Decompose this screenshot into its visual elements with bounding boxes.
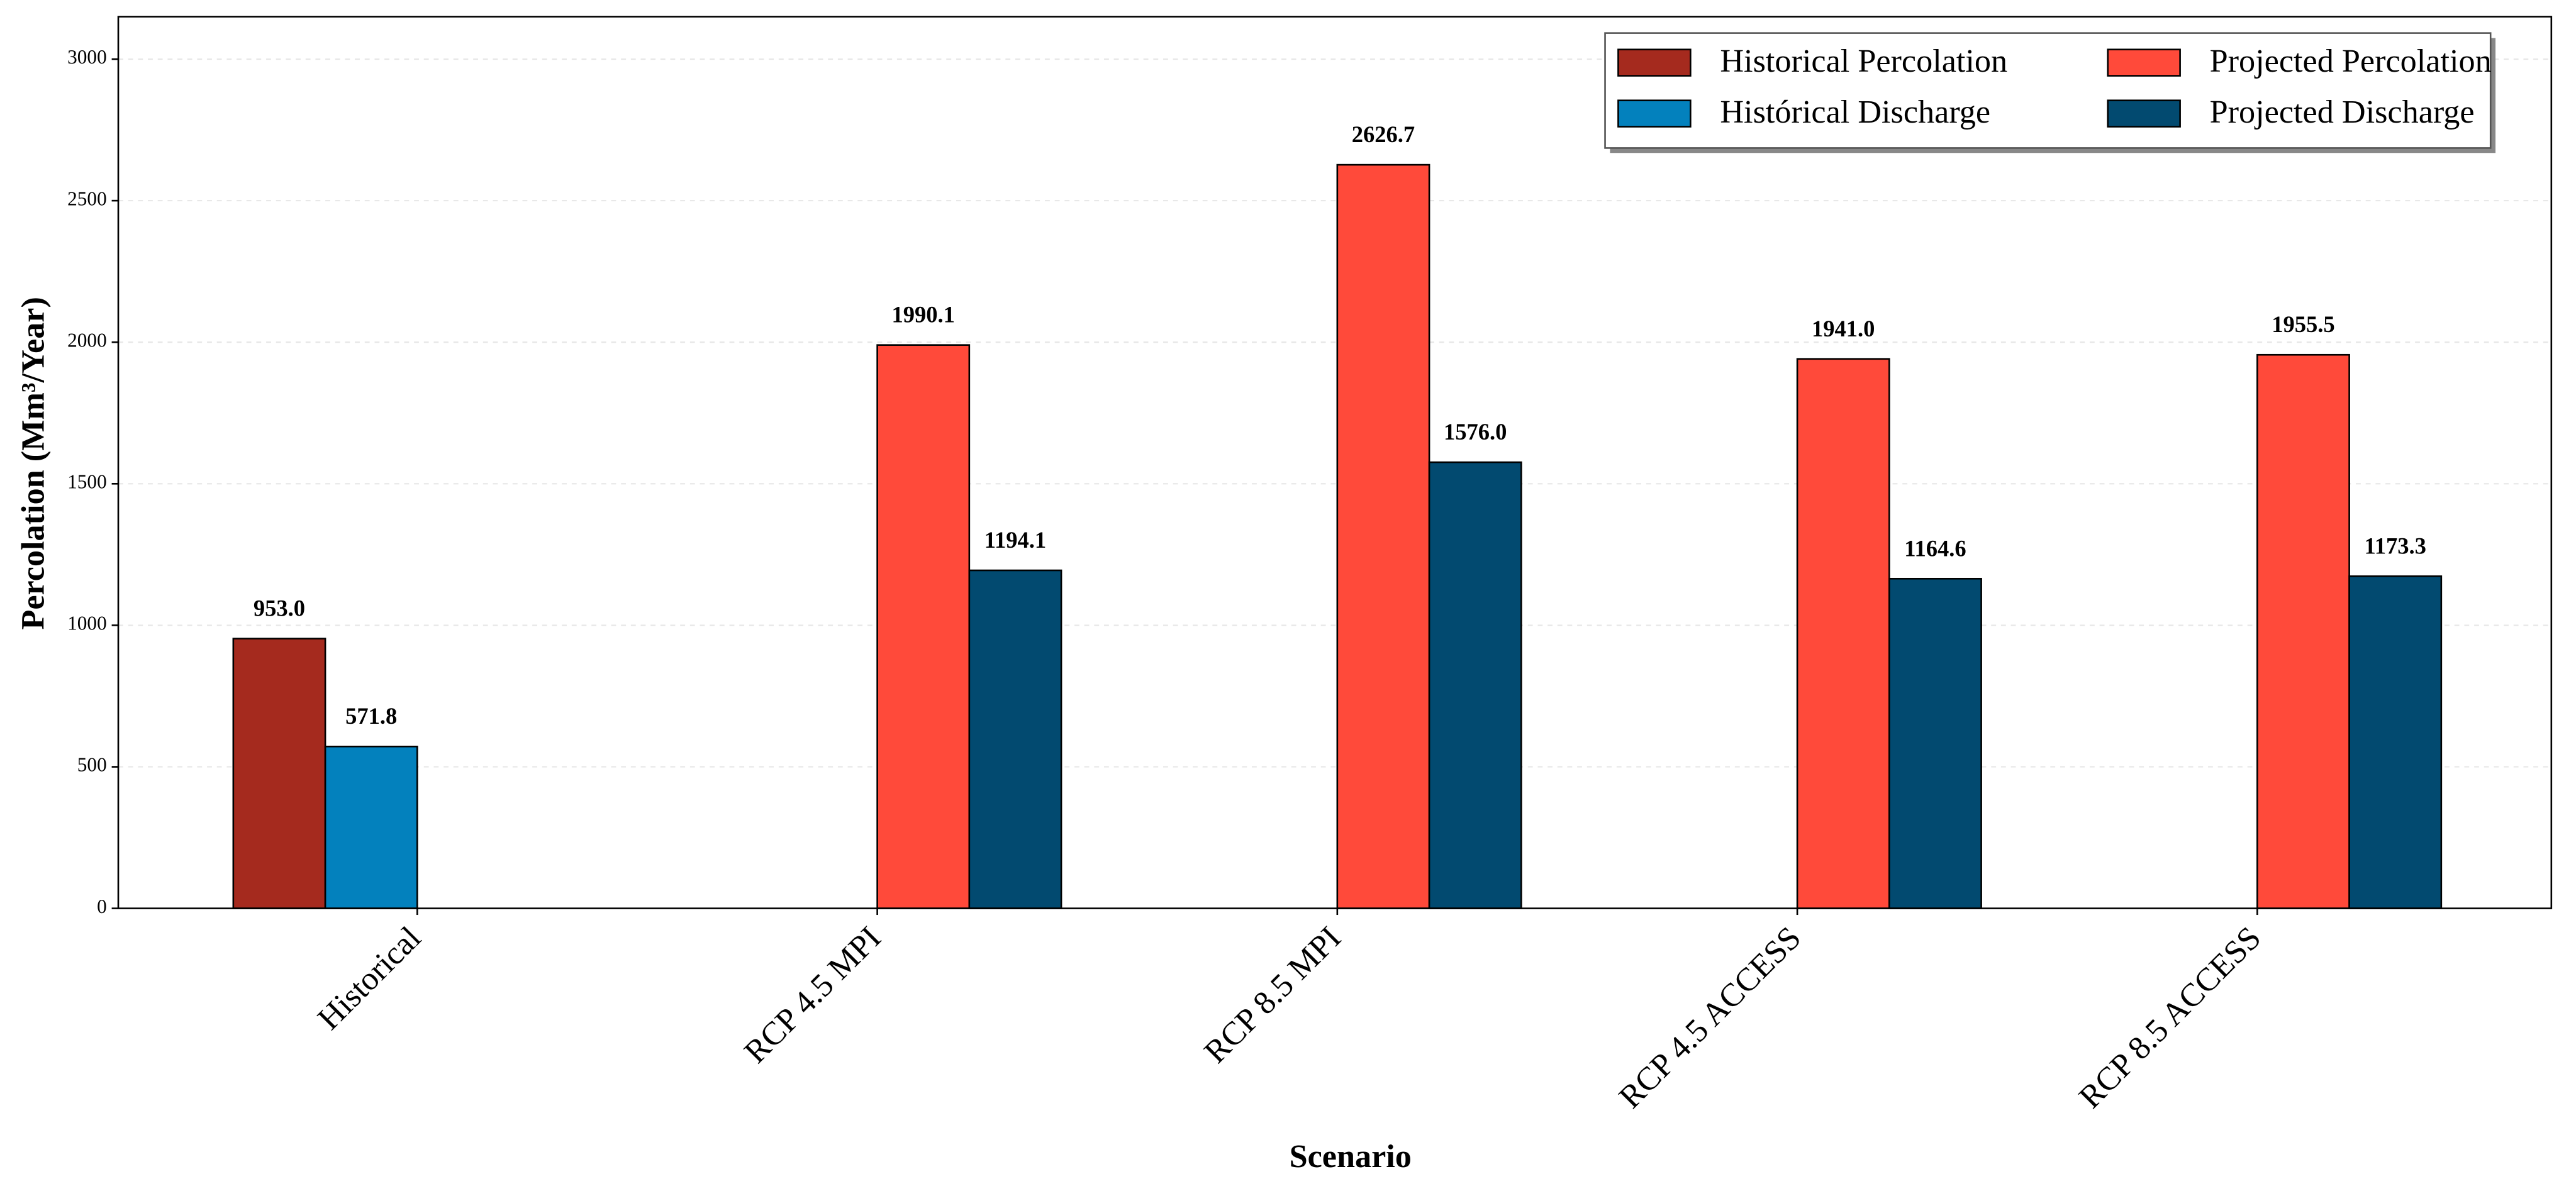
- value-label: 953.0: [254, 595, 305, 621]
- legend-label: Historical Percolation: [1720, 43, 2007, 79]
- legend-box: [1604, 32, 2492, 149]
- bar: [232, 638, 326, 909]
- y-tick-label: 2500: [67, 187, 107, 209]
- value-label: 1941.0: [1812, 316, 1875, 341]
- legend-label: Projected Discharge: [2210, 94, 2475, 130]
- value-label: 1576.0: [1444, 419, 1507, 445]
- bar: [1796, 358, 1890, 909]
- y-tick-label: 0: [97, 895, 107, 917]
- value-label: 571.8: [345, 703, 397, 729]
- value-label: 1173.3: [2364, 533, 2426, 558]
- legend-label: Histórical Discharge: [1720, 94, 1990, 130]
- y-tick-label: 1000: [67, 612, 107, 634]
- bar: [324, 745, 418, 909]
- y-tick-label: 2000: [67, 329, 107, 351]
- value-label: 1955.5: [2272, 311, 2335, 337]
- bar: [1336, 163, 1430, 909]
- legend-label: Projected Percolation: [2210, 43, 2492, 79]
- bar: [1428, 461, 1522, 909]
- plot-frame: [117, 16, 2553, 909]
- bar: [968, 569, 1062, 909]
- y-tick-label: 3000: [67, 46, 107, 68]
- value-label: 1164.6: [1904, 535, 1966, 561]
- x-tick-label: RCP 8.5 ACCESS: [2072, 919, 2268, 1116]
- x-tick-label: Historical: [311, 919, 428, 1037]
- legend-swatch: [2107, 48, 2181, 77]
- y-tick-label: 1500: [67, 470, 107, 492]
- y-tick-label: 500: [77, 754, 107, 776]
- x-tick-label: RCP 4.5 ACCESS: [1612, 919, 1808, 1116]
- legend-swatch: [1617, 48, 1692, 77]
- y-axis-label: Percolation (Mm³/Year): [14, 297, 51, 629]
- value-label: 2626.7: [1352, 121, 1415, 147]
- value-label: 1990.1: [891, 302, 955, 328]
- bar: [876, 344, 971, 909]
- value-label: 1194.1: [984, 527, 1047, 553]
- bar: [1888, 577, 1982, 909]
- bar: [2348, 575, 2443, 909]
- x-tick-label: RCP 8.5 MPI: [1197, 919, 1348, 1070]
- x-tick-label: RCP 4.5 MPI: [737, 919, 888, 1070]
- bar: [2256, 353, 2350, 909]
- x-axis-label: Scenario: [1290, 1138, 1412, 1175]
- legend-swatch: [1617, 99, 1692, 128]
- legend-swatch: [2107, 99, 2181, 128]
